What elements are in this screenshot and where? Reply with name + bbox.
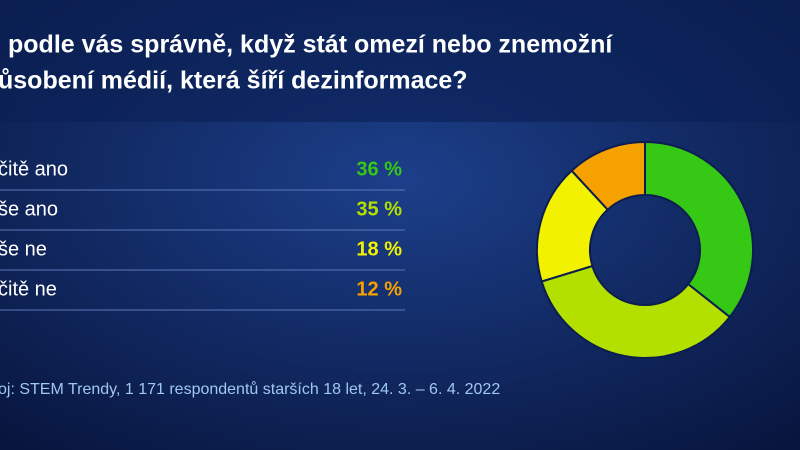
- value-label: 12 %: [356, 278, 402, 300]
- source: oj: STEM Trendy, 1 171 respondentů starš…: [0, 380, 500, 398]
- value-label: 18 %: [356, 238, 402, 260]
- chart-title: ůsobení médií, která šíří dezinformace?: [0, 67, 468, 95]
- category-label: čitě ne: [0, 278, 57, 300]
- category-label: še ne: [0, 238, 47, 260]
- donut-segment: [644, 140, 754, 319]
- value-label: 35 %: [356, 198, 402, 220]
- donut-segment: [570, 140, 646, 212]
- category-label: še ano: [0, 198, 58, 220]
- value-label: 36 %: [356, 158, 402, 180]
- title-band: [0, 0, 800, 122]
- chart-title: podle vás správně, když stát omezí nebo …: [8, 31, 613, 59]
- donut-segment: [540, 264, 732, 359]
- category-label: čitě ano: [0, 158, 68, 180]
